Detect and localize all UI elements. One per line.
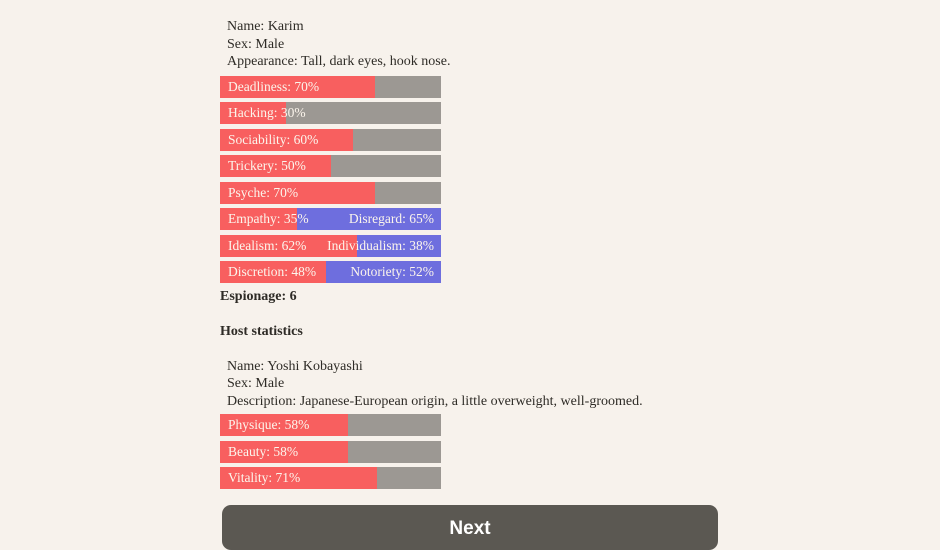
host-name-line: Name: Yoshi Kobayashi <box>227 358 363 374</box>
next-button[interactable]: Next <box>222 504 718 550</box>
stat-bar-label: Beauty: 58% <box>228 443 299 459</box>
stat-bar-label: Sociability: 60% <box>228 131 319 147</box>
host-stat-bars: Physique: 58% Beauty: 58% Vitality: 71% <box>220 414 441 489</box>
stat-bar: Hacking: 30% <box>220 102 441 124</box>
stat-bar-label: Trickery: 50% <box>228 158 306 173</box>
stat-bar-label: Psyche: 70% <box>228 184 299 200</box>
stat-bar-fill <box>220 208 298 230</box>
opposed-stat-bar: Idealism: 62% Individualism: 38% <box>220 234 441 257</box>
opposed-stat-right-label: Disregard: 65% <box>348 211 434 226</box>
stat-bar-label: Physique: 58% <box>228 417 310 432</box>
stat-bar: Beauty: 58% <box>220 440 441 463</box>
stat-bar: Trickery: 50% <box>220 155 441 177</box>
opposed-stat-left-label: Discretion: 48% <box>228 264 317 279</box>
stat-bar-fill <box>220 102 287 124</box>
agent-info: Name: Karim Sex: Male Appearance: Tall, … <box>220 18 720 71</box>
agent-name-line: Name: Karim <box>227 19 304 34</box>
stat-bar-fill <box>220 414 349 436</box>
stat-bar-fill <box>220 181 375 204</box>
stat-bar-label: Vitality: 71% <box>228 470 301 485</box>
opposed-stat-bar: Discretion: 48% Notoriety: 52% <box>220 261 441 283</box>
stat-bar: Psyche: 70% <box>220 181 441 204</box>
host-info: Name: Yoshi Kobayashi Sex: Male Descript… <box>220 358 720 411</box>
stat-bar-label: Hacking: 30% <box>228 105 306 120</box>
stat-bar-fill <box>220 467 377 489</box>
stat-bar-fill <box>220 155 331 177</box>
stat-bar: Physique: 58% <box>220 414 441 436</box>
espionage-line: Espionage: 6 <box>220 288 297 304</box>
opposed-stat-bar: Empathy: 35% Disregard: 65% <box>220 208 441 230</box>
stat-bar-fill <box>220 234 358 257</box>
opposed-stat-right-label: Individualism: 38% <box>327 237 434 253</box>
stat-bar-fill <box>220 75 375 98</box>
stat-bar-fill <box>220 128 353 151</box>
opposed-stat-left-label: Idealism: 62% <box>228 237 307 253</box>
spacer <box>220 340 720 358</box>
stat-bar-fill <box>220 440 349 463</box>
spacer <box>220 305 720 323</box>
stat-bar: Deadliness: 70% <box>220 75 441 98</box>
agent-stat-bars: Deadliness: 70% Hacking: 30% Sociability: … <box>220 75 441 283</box>
host-statistics-heading: Host statistics <box>220 323 303 339</box>
opposed-stat-right-label: Notoriety: 52% <box>350 264 434 279</box>
host-sex-line: Sex: Male <box>227 376 285 391</box>
agent-appearance-line: Appearance: Tall, dark eyes, hook nose. <box>227 54 451 69</box>
stat-bar: Vitality: 71% <box>220 467 441 489</box>
stat-bar-fill <box>220 261 327 283</box>
stat-bar-label: Deadliness: 70% <box>228 78 320 94</box>
host-description-line: Description: Japanese-European origin, a… <box>227 393 643 409</box>
opposed-stat-left-label: Empathy: 35% <box>228 211 309 226</box>
agent-sex-line: Sex: Male <box>227 36 285 52</box>
stats-page: Name: Karim Sex: Male Appearance: Tall, … <box>220 0 720 550</box>
stat-bar: Sociability: 60% <box>220 128 441 151</box>
